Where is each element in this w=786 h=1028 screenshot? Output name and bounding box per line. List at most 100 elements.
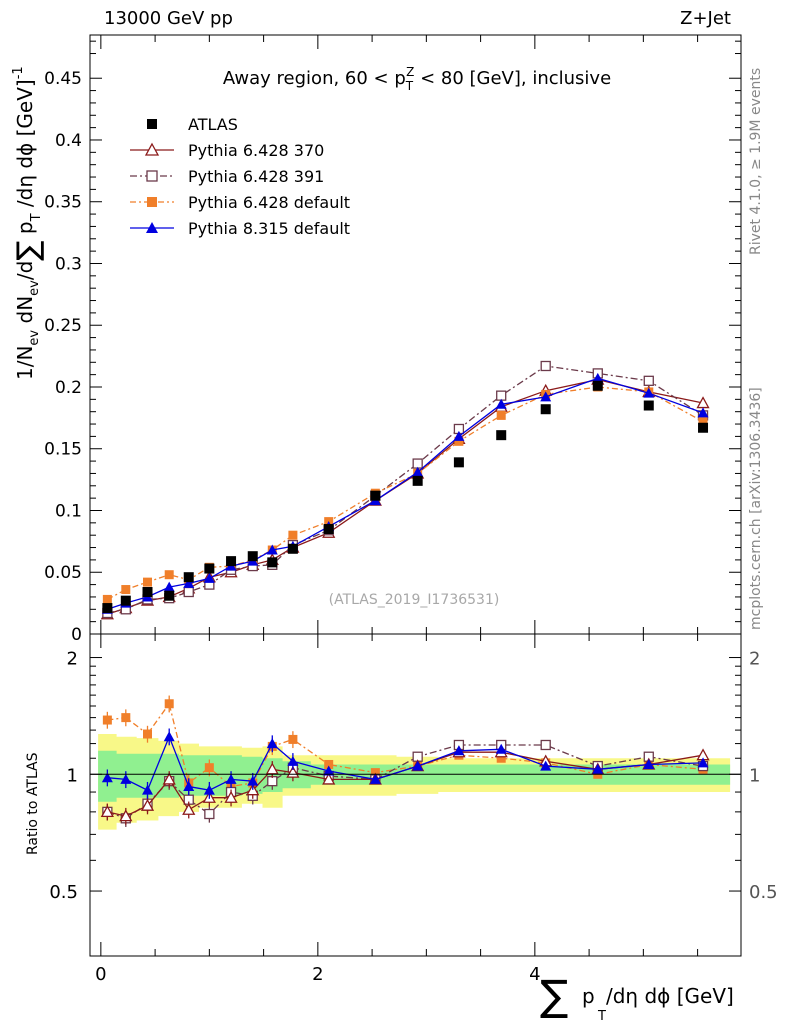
legend-label: Pythia 6.428 391 [188, 167, 324, 186]
data-point [119, 809, 133, 822]
data-point [453, 430, 465, 441]
series-atlas [102, 380, 709, 614]
data-point [412, 466, 424, 477]
data-point [204, 763, 214, 773]
legend-label: Pythia 6.428 370 [188, 141, 324, 160]
ratio-tick-label: 2 [67, 649, 78, 670]
data-point [592, 763, 604, 774]
data-point [183, 577, 195, 588]
series-line [107, 386, 704, 600]
data-point [412, 760, 424, 771]
x-tick-label: 2 [312, 964, 323, 985]
data-point [102, 594, 112, 604]
data-point [143, 577, 153, 587]
ratio-band-inner [98, 750, 731, 802]
data-point [495, 398, 507, 409]
data-point [370, 490, 381, 501]
data-point [102, 715, 112, 725]
data-point [495, 743, 507, 754]
y-tick-label: 0.45 [44, 69, 82, 89]
y-tick-label: 0.2 [55, 378, 82, 398]
data-point [643, 387, 655, 398]
data-point [697, 407, 709, 418]
data-point [698, 422, 709, 433]
ratio-tick-label-right: 0.5 [749, 882, 778, 903]
legend-entry: Pythia 6.428 370 [130, 141, 324, 160]
data-point [288, 734, 298, 744]
header-left: 13000 GeV pp [104, 8, 233, 29]
svg-text:∑: ∑ [540, 971, 568, 1020]
data-point [247, 775, 259, 786]
legend-label: Pythia 6.428 default [188, 193, 350, 212]
data-point [183, 572, 194, 583]
data-point [203, 572, 215, 583]
data-point [287, 543, 298, 554]
data-point [164, 590, 175, 601]
legend-entry: Pythia 6.428 391 [130, 167, 324, 186]
legend-entry: Pythia 6.428 default [130, 193, 350, 212]
data-point [164, 699, 174, 709]
y-tick-label: 0.15 [44, 440, 82, 460]
data-point [496, 410, 506, 420]
svg-text:p: p [582, 984, 595, 1008]
legend-label: ATLAS [188, 115, 238, 134]
y-tick-label: 0.3 [55, 254, 82, 274]
data-point [226, 556, 237, 567]
ratio-tick-label: 0.5 [49, 882, 78, 903]
data-point [323, 765, 335, 776]
data-point [540, 760, 552, 771]
data-point [102, 603, 113, 614]
y-tick-label: 0.05 [44, 563, 82, 583]
ratio-tick-label-right: 1 [749, 765, 760, 786]
side-text-bottom: mcplots.cern.ch [arXiv:1306.3436] [748, 387, 764, 630]
series-line [107, 377, 704, 610]
data-point [140, 798, 155, 811]
y-tick-label: 0 [71, 625, 82, 645]
data-point [592, 372, 604, 383]
data-point [146, 170, 158, 182]
data-point [162, 772, 176, 785]
data-point [204, 563, 215, 574]
data-point [698, 417, 708, 427]
data-point [267, 776, 278, 787]
data-point [266, 738, 278, 749]
data-point [287, 755, 299, 766]
data-point [267, 557, 278, 568]
data-point [142, 587, 153, 598]
main-plot [100, 360, 710, 620]
data-point [592, 380, 603, 391]
series-line [107, 365, 704, 614]
y-tick-label: 0.4 [55, 131, 82, 151]
data-point [204, 808, 215, 820]
side-text-top: Rivet 4.1.0, ≥ 1.9M events [748, 68, 764, 255]
legend-label: Pythia 8.315 default [188, 219, 350, 238]
data-point [288, 530, 298, 540]
data-point [183, 781, 195, 792]
x-tick-label: 0 [95, 964, 106, 985]
legend-entry: Pythia 8.315 default [130, 219, 350, 238]
data-point [496, 753, 506, 763]
series-pythia-6-428-default [102, 382, 708, 604]
legend: ATLAS Pythia 6.428 370 Pythia 6.428 391 Pyt… [130, 115, 350, 238]
y-axis-label: 1/Nev dNev/d∑ pT /dη dϕ [GeV]-1 [11, 66, 46, 380]
data-point [369, 773, 381, 784]
ratio-bands [98, 734, 731, 830]
data-point [100, 805, 114, 818]
data-point [120, 595, 131, 606]
data-point [121, 713, 131, 723]
data-point [163, 731, 175, 742]
svg-text:/dη dϕ [GeV]: /dη dϕ [GeV] [606, 984, 734, 1008]
data-point [540, 391, 552, 402]
data-point [643, 375, 654, 386]
data-point [142, 784, 154, 795]
ratio-plot [100, 695, 710, 827]
data-point [146, 222, 158, 233]
x-tick-label: 4 [529, 964, 540, 985]
data-point [147, 119, 157, 129]
data-point [322, 772, 336, 785]
y-tick-label: 0.1 [55, 501, 82, 521]
ratio-tick-label: 1 [67, 765, 78, 786]
data-point [643, 400, 654, 411]
data-point [453, 457, 464, 468]
